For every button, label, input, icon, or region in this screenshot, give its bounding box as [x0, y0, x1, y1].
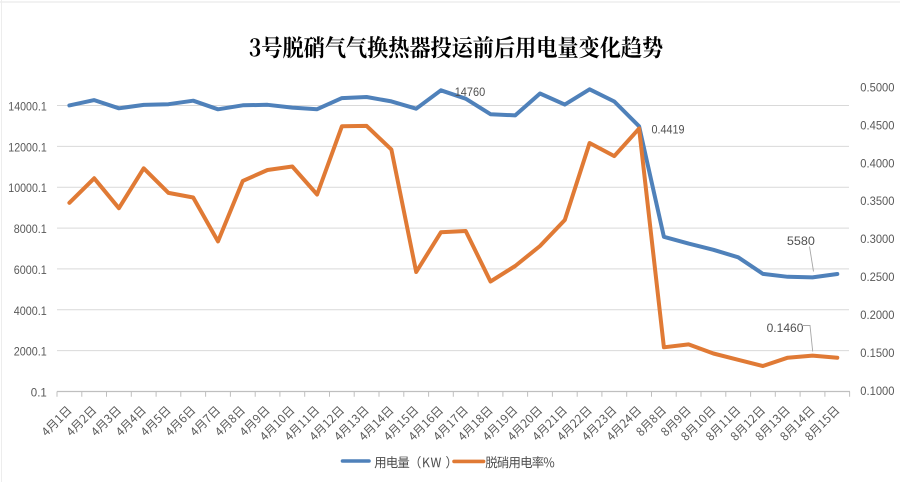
svg-text:0.1000: 0.1000: [860, 384, 895, 398]
svg-text:0.4500: 0.4500: [860, 118, 895, 132]
svg-text:2000.1: 2000.1: [14, 345, 47, 359]
svg-text:4000.1: 4000.1: [14, 304, 47, 318]
svg-text:5580: 5580: [787, 234, 815, 248]
svg-text:0.1500: 0.1500: [860, 346, 895, 360]
svg-text:0.3500: 0.3500: [860, 194, 895, 208]
svg-text:0.1: 0.1: [31, 386, 47, 400]
svg-text:12000.1: 12000.1: [8, 140, 47, 154]
svg-text:8000.1: 8000.1: [14, 222, 47, 236]
svg-text:14000.1: 14000.1: [8, 100, 47, 114]
svg-text:0.5000: 0.5000: [860, 80, 895, 94]
svg-text:0.2000: 0.2000: [860, 308, 895, 322]
svg-text:0.4419: 0.4419: [652, 122, 685, 136]
svg-text:10000.1: 10000.1: [8, 181, 47, 195]
svg-text:0.3000: 0.3000: [860, 232, 895, 246]
svg-text:0.1460: 0.1460: [767, 321, 804, 335]
svg-text:0.2500: 0.2500: [860, 270, 895, 284]
svg-text:14760: 14760: [455, 85, 486, 99]
svg-text:6000.1: 6000.1: [14, 263, 47, 277]
svg-text:0.4000: 0.4000: [860, 156, 895, 170]
